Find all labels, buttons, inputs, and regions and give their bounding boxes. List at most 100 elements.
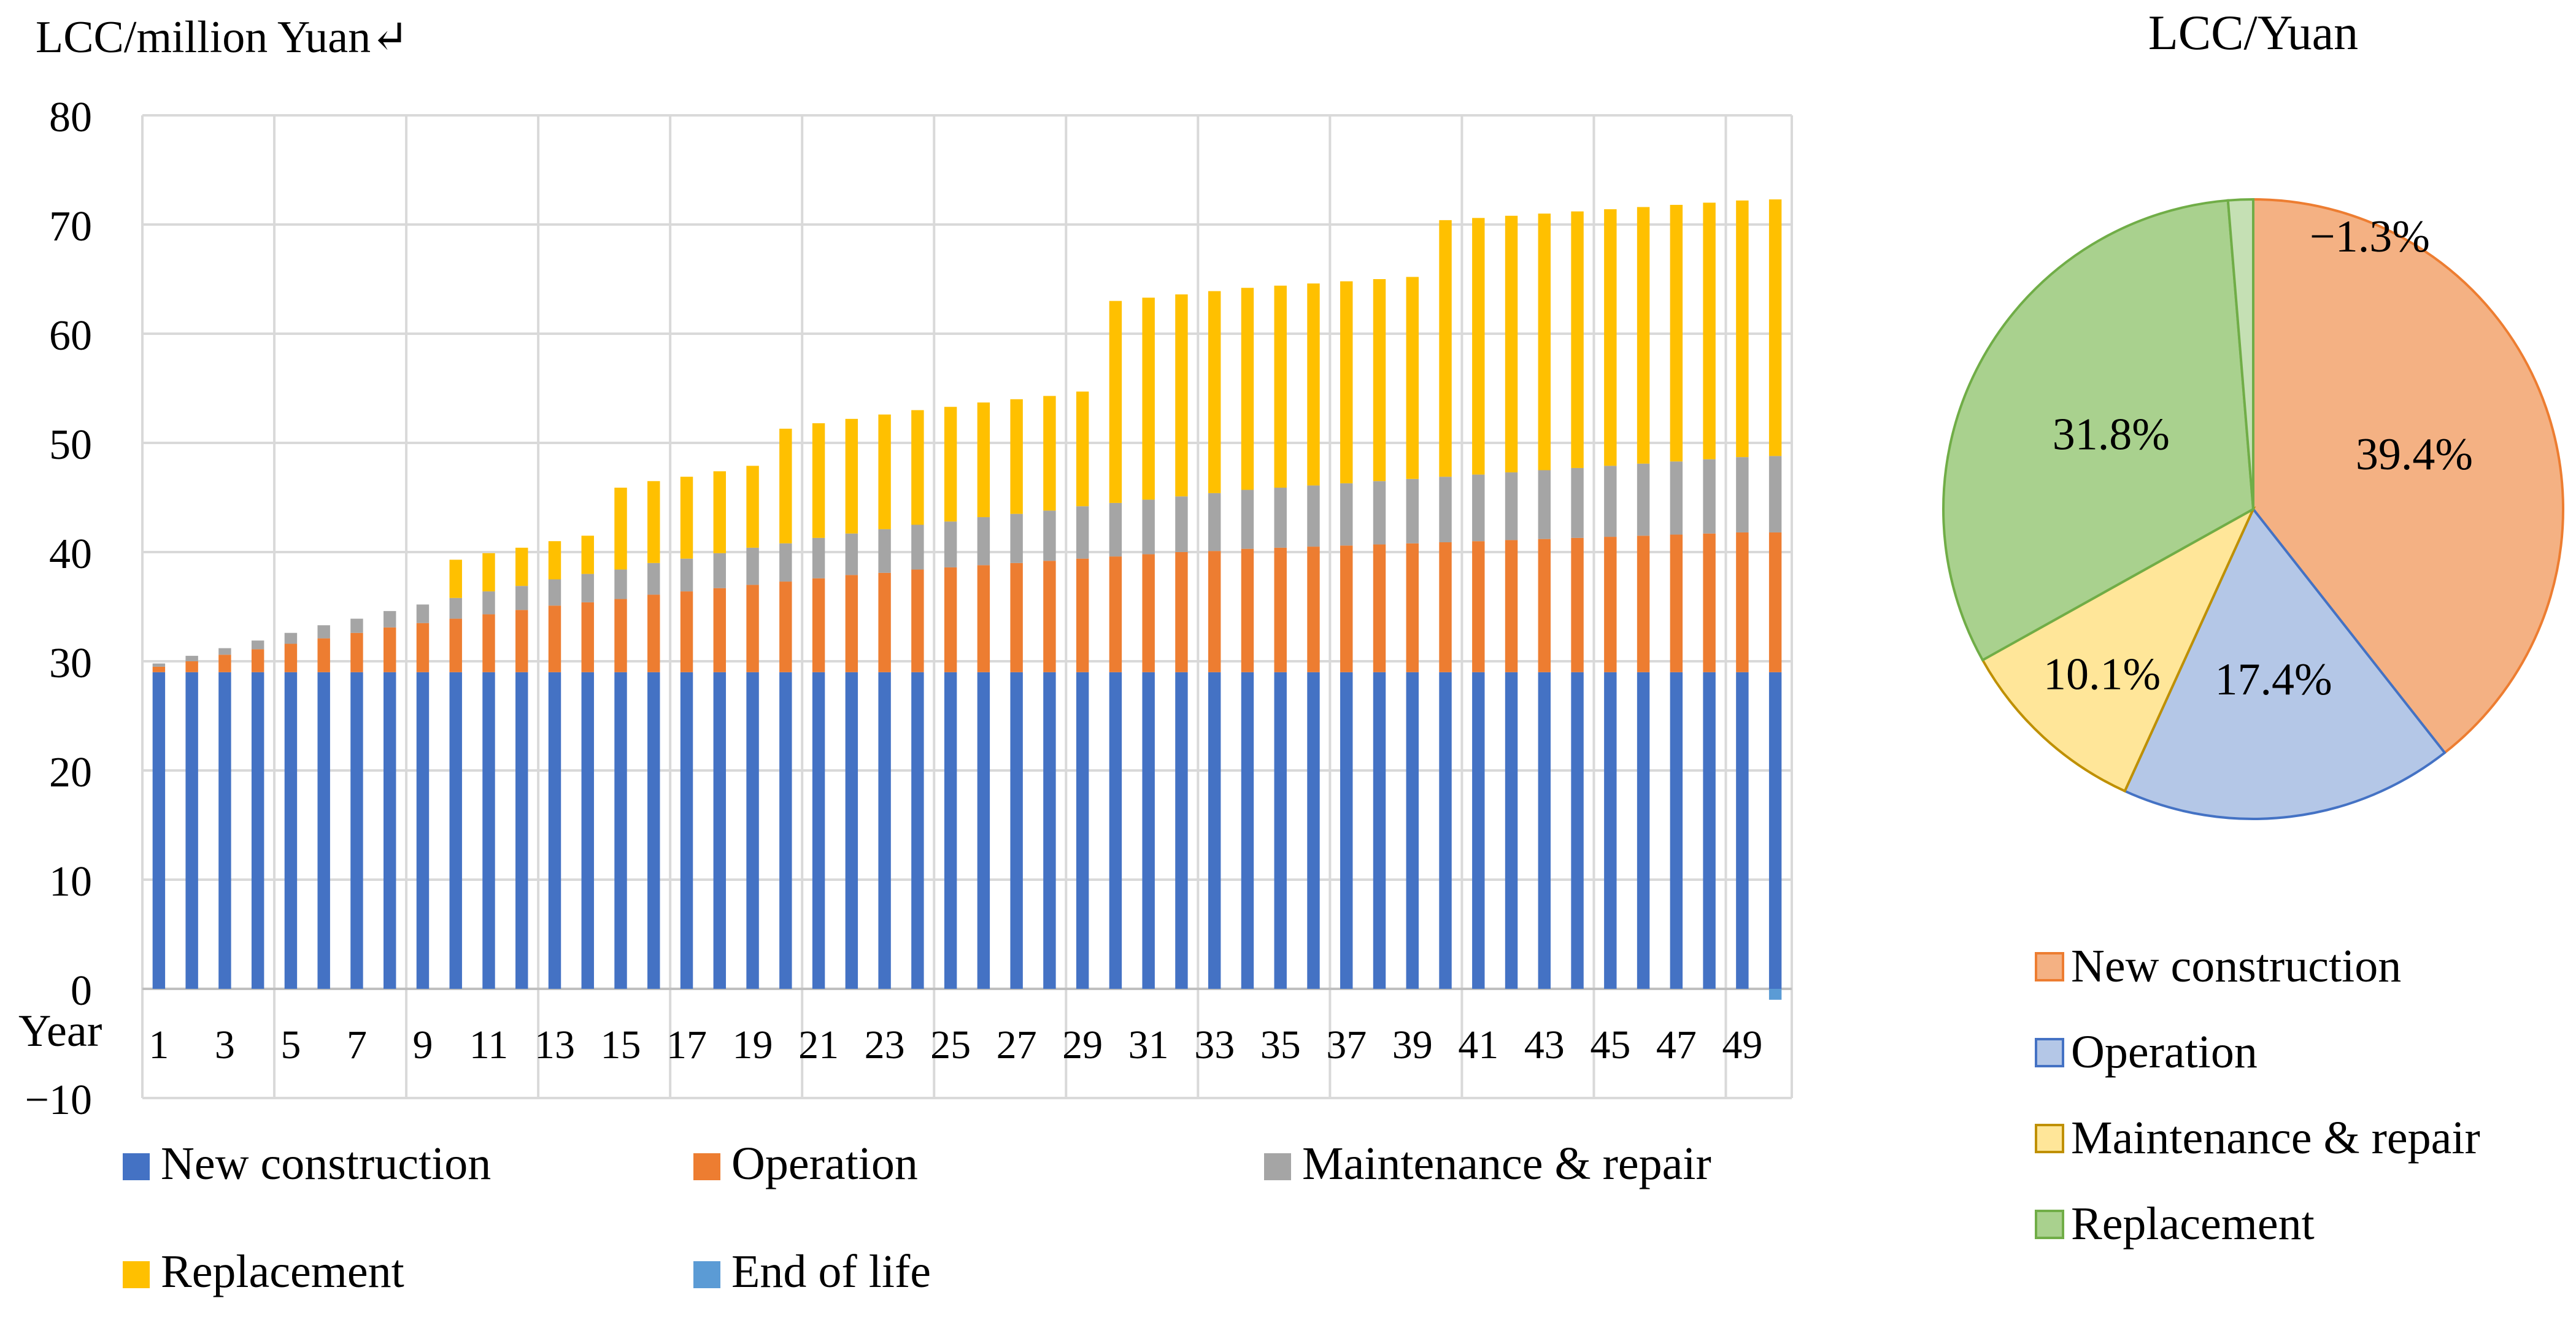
bar-segment [251, 649, 264, 672]
pie-slice [1981, 506, 2256, 793]
bar-segment [911, 524, 924, 570]
bar-segment [1208, 672, 1221, 989]
bar-segment [878, 672, 891, 989]
bar-segment [1439, 542, 1452, 672]
pie-slice-label: 10.1% [2043, 649, 2161, 699]
bar-segment [317, 638, 330, 672]
bar-segment [1736, 457, 1749, 532]
pie-slice-label: 31.8% [2053, 409, 2170, 459]
x-tick-label: 27 [997, 1023, 1037, 1067]
bar-segment [1142, 298, 1155, 500]
bar-segment [1340, 672, 1353, 989]
bar-segment [515, 547, 528, 586]
bar-segment [383, 611, 396, 628]
bar-segment [944, 407, 957, 522]
bar-segment [1736, 672, 1749, 989]
bar-segment [944, 567, 957, 672]
pie-chart: LCC/Yuan 39.4% 17.4% 10.1% 31.8% −1.3% New c… [1942, 6, 2564, 1250]
y-tick-label: 10 [49, 858, 92, 905]
bar-segment [1010, 399, 1023, 514]
pie-slice-label: 39.4% [2356, 429, 2473, 480]
x-axis-tick-labels: 1 3 5 7 9 11 13 15 17 19 21 23 25 27 29 31 33 35 37 39 41 43 4… [148, 1023, 1762, 1067]
bar-segment [812, 578, 825, 672]
bar-segment [1175, 672, 1188, 989]
x-tick-label: 17 [666, 1023, 707, 1067]
x-tick-label: 43 [1524, 1023, 1565, 1067]
bar-segment [1637, 207, 1650, 464]
y-tick-label: 20 [49, 749, 92, 796]
x-tick-label: 23 [865, 1023, 905, 1067]
legend-swatch [693, 1261, 720, 1288]
bar-segment [977, 565, 990, 672]
bar-segment [581, 536, 594, 574]
bar-segment [1043, 510, 1056, 561]
bar-segment [911, 672, 924, 989]
bar-segment [218, 655, 231, 672]
bar-segment [1043, 561, 1056, 672]
pie-chart-legend: New construction Operation Maintenance & r… [2035, 940, 2480, 1250]
bar-segment [680, 591, 693, 672]
bar-segment [1109, 502, 1122, 557]
bar-segment [812, 672, 825, 989]
bar-segment [1670, 204, 1683, 462]
y-tick-label: 80 [49, 94, 92, 141]
bar-segment [152, 663, 166, 667]
bar-segment [317, 672, 330, 989]
bar-segment [1637, 463, 1650, 536]
x-tick-label: 45 [1590, 1023, 1630, 1067]
legend-swatch [1264, 1153, 1291, 1180]
x-tick-label: 31 [1128, 1023, 1169, 1067]
bar-segment [1406, 277, 1419, 479]
bar-segment [1703, 459, 1716, 534]
bar-segment [1274, 285, 1287, 488]
bar-segment [845, 533, 858, 575]
bar-segment [1373, 544, 1386, 672]
x-tick-label: 39 [1392, 1023, 1433, 1067]
bar-segment [350, 672, 363, 989]
legend-label: New construction [2071, 940, 2401, 992]
bar-segment [1208, 493, 1221, 551]
bar-segment [746, 547, 759, 585]
bar-segment [1274, 672, 1287, 989]
bar-segment [1109, 301, 1122, 503]
bar-segment [449, 672, 462, 989]
bar-segment [713, 588, 727, 672]
legend-swatch [2035, 1210, 2064, 1239]
bar-segment [1768, 989, 1782, 1000]
bar-segment [1241, 288, 1254, 490]
bar-segment [515, 672, 528, 989]
pie-slices [1942, 198, 2564, 820]
y-tick-label: 0 [71, 967, 92, 1015]
bar-segment [1076, 672, 1089, 989]
bar-segment [1538, 539, 1551, 672]
bar-segment [1373, 279, 1386, 482]
bar-segment [1439, 477, 1452, 542]
bar-segment [1406, 672, 1419, 989]
bar-segment [152, 666, 166, 672]
bar-segment [977, 517, 990, 566]
bar-segment [482, 672, 495, 989]
bar-segment [449, 597, 462, 619]
bar-segment [1109, 556, 1122, 672]
x-tick-label: 1 [148, 1023, 169, 1067]
bar-segment [1208, 291, 1221, 493]
x-tick-label: 7 [347, 1023, 367, 1067]
bar-segment [515, 586, 528, 610]
bar-segment [1637, 536, 1650, 672]
legend-label: New construction [161, 1138, 491, 1189]
bar-segment [977, 672, 990, 989]
bar-segment [713, 471, 727, 553]
stacked-bar-chart: LCC/million Yuan↵ 80 70 60 50 40 30 20 10 0 −10 1… [18, 12, 1793, 1297]
legend-label: Maintenance & repair [2071, 1112, 2480, 1164]
bar-segment [1076, 391, 1089, 507]
bar-segment [614, 672, 627, 989]
x-tick-label: 3 [215, 1023, 235, 1067]
x-tick-label: 37 [1326, 1023, 1367, 1067]
bar-segment [1340, 281, 1353, 483]
bar-segment [1274, 547, 1287, 672]
bar-segment [614, 487, 627, 570]
bar-segment [845, 418, 858, 534]
bar-segment [1043, 672, 1056, 989]
bar-segment [1604, 537, 1617, 672]
bar-segment [680, 558, 693, 592]
